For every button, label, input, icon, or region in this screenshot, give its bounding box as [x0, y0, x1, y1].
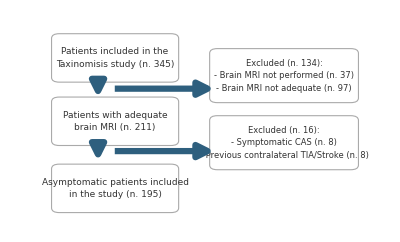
- FancyBboxPatch shape: [210, 116, 358, 170]
- FancyBboxPatch shape: [52, 34, 179, 82]
- FancyBboxPatch shape: [52, 97, 179, 145]
- Text: Excluded (n. 134):
- Brain MRI not performed (n. 37)
- Brain MRI not adequate (n: Excluded (n. 134): - Brain MRI not perfo…: [214, 59, 354, 93]
- Text: Excluded (n. 16):
- Symptomatic CAS (n. 8)
- Previous contralateral TIA/Stroke (: Excluded (n. 16): - Symptomatic CAS (n. …: [200, 126, 368, 160]
- FancyBboxPatch shape: [210, 49, 358, 103]
- Text: Patients included in the
Taxinomisis study (n. 345): Patients included in the Taxinomisis stu…: [56, 47, 174, 69]
- FancyBboxPatch shape: [52, 164, 179, 212]
- Text: Patients with adequate
brain MRI (n. 211): Patients with adequate brain MRI (n. 211…: [63, 111, 168, 132]
- Text: Asymptomatic patients included
in the study (n. 195): Asymptomatic patients included in the st…: [42, 178, 189, 199]
